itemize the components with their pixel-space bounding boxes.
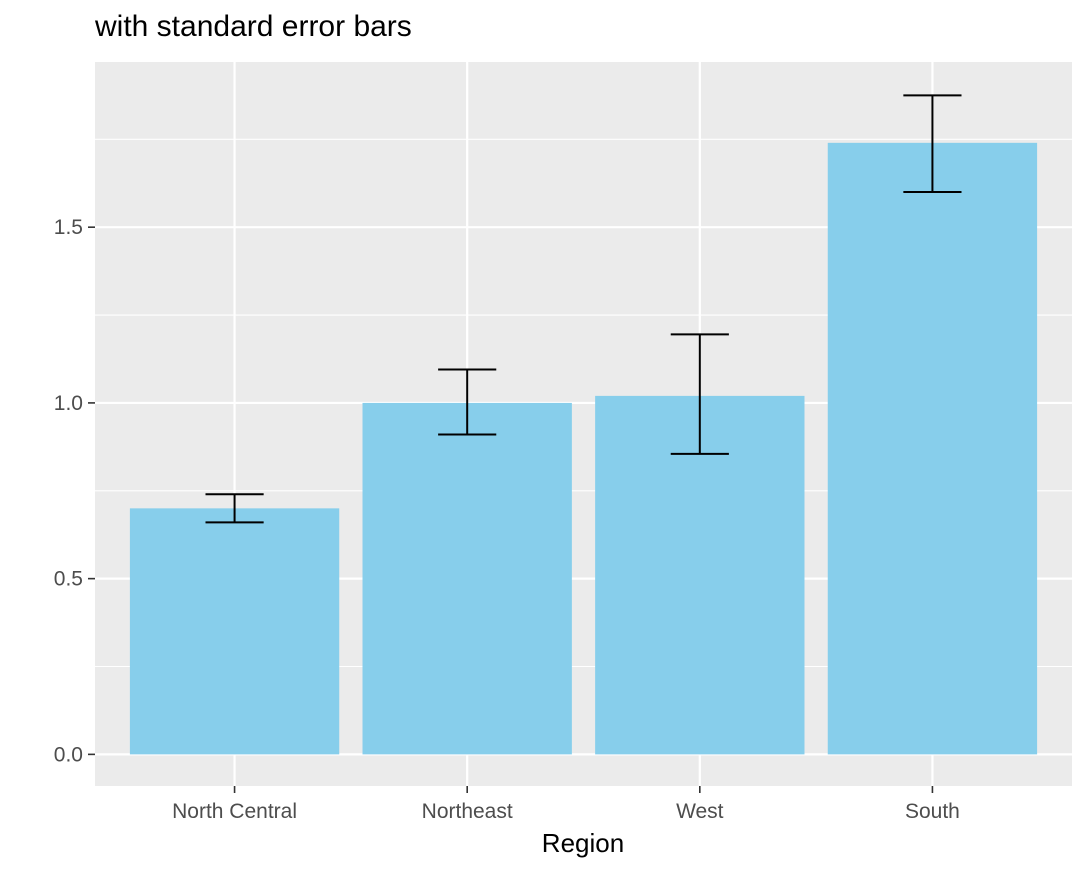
bar-west	[595, 395, 805, 755]
y-tick-label: 0.5	[54, 568, 83, 591]
x-tick-label: North Central	[172, 800, 297, 823]
bars	[129, 142, 1038, 755]
chart-title: with standard error bars	[95, 10, 412, 43]
bar-northeast	[362, 402, 572, 755]
error-bar	[903, 94, 962, 194]
x-tick-label: Northeast	[422, 800, 513, 823]
x-tick-label: South	[905, 800, 960, 823]
y-axis: 0.0 0.5 1.0 1.5	[54, 216, 95, 766]
y-tick-label: 0.0	[54, 743, 83, 766]
error-bar	[670, 333, 729, 455]
bar-south	[827, 142, 1038, 755]
error-bars	[205, 94, 962, 524]
error-bar	[205, 493, 264, 524]
x-axis: North Central Northeast West South	[172, 786, 960, 823]
y-tick-label: 1.0	[54, 392, 83, 415]
bar-north-central	[129, 508, 340, 755]
error-bar	[438, 368, 497, 436]
y-tick-label: 1.5	[54, 216, 83, 239]
x-tick-label: West	[676, 800, 724, 823]
x-axis-title: Region	[542, 828, 624, 858]
